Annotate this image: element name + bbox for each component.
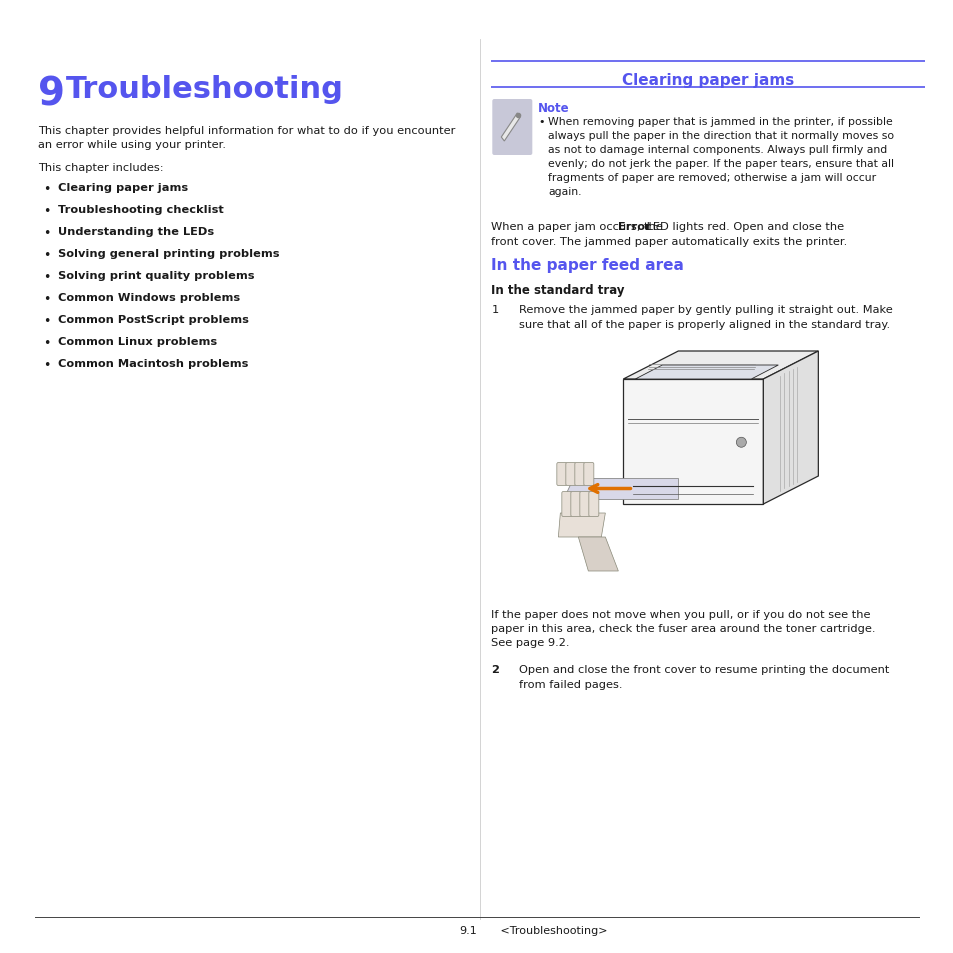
- FancyBboxPatch shape: [588, 492, 598, 517]
- Text: Troubleshooting: Troubleshooting: [66, 75, 344, 104]
- FancyBboxPatch shape: [557, 463, 566, 486]
- Text: •: •: [43, 336, 51, 350]
- Polygon shape: [558, 514, 605, 537]
- Text: When removing paper that is jammed in the printer, if possible: When removing paper that is jammed in th…: [548, 117, 892, 127]
- Text: fragments of paper are removed; otherwise a jam will occur: fragments of paper are removed; otherwis…: [548, 172, 876, 183]
- Text: as not to damage internal components. Always pull firmly and: as not to damage internal components. Al…: [548, 145, 886, 154]
- FancyBboxPatch shape: [492, 100, 532, 156]
- Text: LED lights red. Open and close the: LED lights red. Open and close the: [642, 222, 843, 232]
- Text: front cover. The jammed paper automatically exits the printer.: front cover. The jammed paper automatica…: [491, 236, 846, 247]
- Text: 1: 1: [491, 305, 498, 314]
- Text: from failed pages.: from failed pages.: [518, 679, 622, 689]
- Text: When a paper jam occurs, the: When a paper jam occurs, the: [491, 222, 666, 232]
- Text: See page 9.2.: See page 9.2.: [491, 638, 569, 647]
- Text: evenly; do not jerk the paper. If the paper tears, ensure that all: evenly; do not jerk the paper. If the pa…: [548, 159, 893, 169]
- Text: 9: 9: [38, 75, 65, 112]
- Polygon shape: [635, 366, 778, 379]
- Text: This chapter provides helpful information for what to do if you encounter: This chapter provides helpful informatio…: [38, 126, 456, 136]
- Text: Common Linux problems: Common Linux problems: [58, 336, 217, 347]
- Polygon shape: [563, 478, 678, 499]
- FancyBboxPatch shape: [561, 492, 571, 517]
- Text: Common Macintosh problems: Common Macintosh problems: [58, 358, 249, 369]
- FancyBboxPatch shape: [575, 463, 584, 486]
- Polygon shape: [622, 352, 818, 379]
- Text: Solving print quality problems: Solving print quality problems: [58, 271, 254, 281]
- Text: 2: 2: [491, 664, 498, 675]
- Text: •: •: [43, 249, 51, 262]
- Text: Solving general printing problems: Solving general printing problems: [58, 249, 279, 258]
- Text: •: •: [43, 314, 51, 328]
- Circle shape: [736, 437, 745, 448]
- Text: If the paper does not move when you pull, or if you do not see the: If the paper does not move when you pull…: [491, 609, 870, 619]
- Polygon shape: [762, 352, 818, 504]
- Text: Clearing paper jams: Clearing paper jams: [58, 183, 188, 193]
- Text: This chapter includes:: This chapter includes:: [38, 163, 164, 172]
- Text: 9.1: 9.1: [458, 925, 476, 935]
- Text: Understanding the LEDs: Understanding the LEDs: [58, 227, 214, 236]
- Text: •: •: [537, 117, 544, 127]
- Text: •: •: [43, 227, 51, 240]
- Polygon shape: [578, 537, 618, 572]
- Text: Open and close the front cover to resume printing the document: Open and close the front cover to resume…: [518, 664, 889, 675]
- Text: Remove the jammed paper by gently pulling it straight out. Make: Remove the jammed paper by gently pullin…: [518, 305, 892, 314]
- Text: Note: Note: [537, 102, 569, 115]
- Text: paper in this area, check the fuser area around the toner cartridge.: paper in this area, check the fuser area…: [491, 623, 875, 634]
- FancyBboxPatch shape: [565, 463, 576, 486]
- FancyBboxPatch shape: [579, 492, 589, 517]
- Text: Clearing paper jams: Clearing paper jams: [621, 73, 794, 88]
- Text: sure that all of the paper is properly aligned in the standard tray.: sure that all of the paper is properly a…: [518, 319, 889, 330]
- Text: •: •: [43, 205, 51, 218]
- Text: an error while using your printer.: an error while using your printer.: [38, 140, 226, 150]
- Text: again.: again.: [548, 187, 581, 196]
- Text: <Troubleshooting>: <Troubleshooting>: [490, 925, 607, 935]
- Text: In the standard tray: In the standard tray: [491, 284, 624, 296]
- Text: •: •: [43, 183, 51, 195]
- Text: Troubleshooting checklist: Troubleshooting checklist: [58, 205, 224, 214]
- Text: always pull the paper in the direction that it normally moves so: always pull the paper in the direction t…: [548, 131, 894, 141]
- Text: Error: Error: [618, 222, 650, 232]
- Text: In the paper feed area: In the paper feed area: [491, 257, 683, 273]
- Text: Common Windows problems: Common Windows problems: [58, 293, 240, 303]
- Text: Common PostScript problems: Common PostScript problems: [58, 314, 249, 325]
- Text: •: •: [43, 271, 51, 284]
- Text: •: •: [43, 293, 51, 306]
- Polygon shape: [622, 379, 762, 504]
- FancyBboxPatch shape: [583, 463, 593, 486]
- FancyBboxPatch shape: [570, 492, 580, 517]
- Text: •: •: [43, 358, 51, 372]
- Polygon shape: [500, 113, 519, 142]
